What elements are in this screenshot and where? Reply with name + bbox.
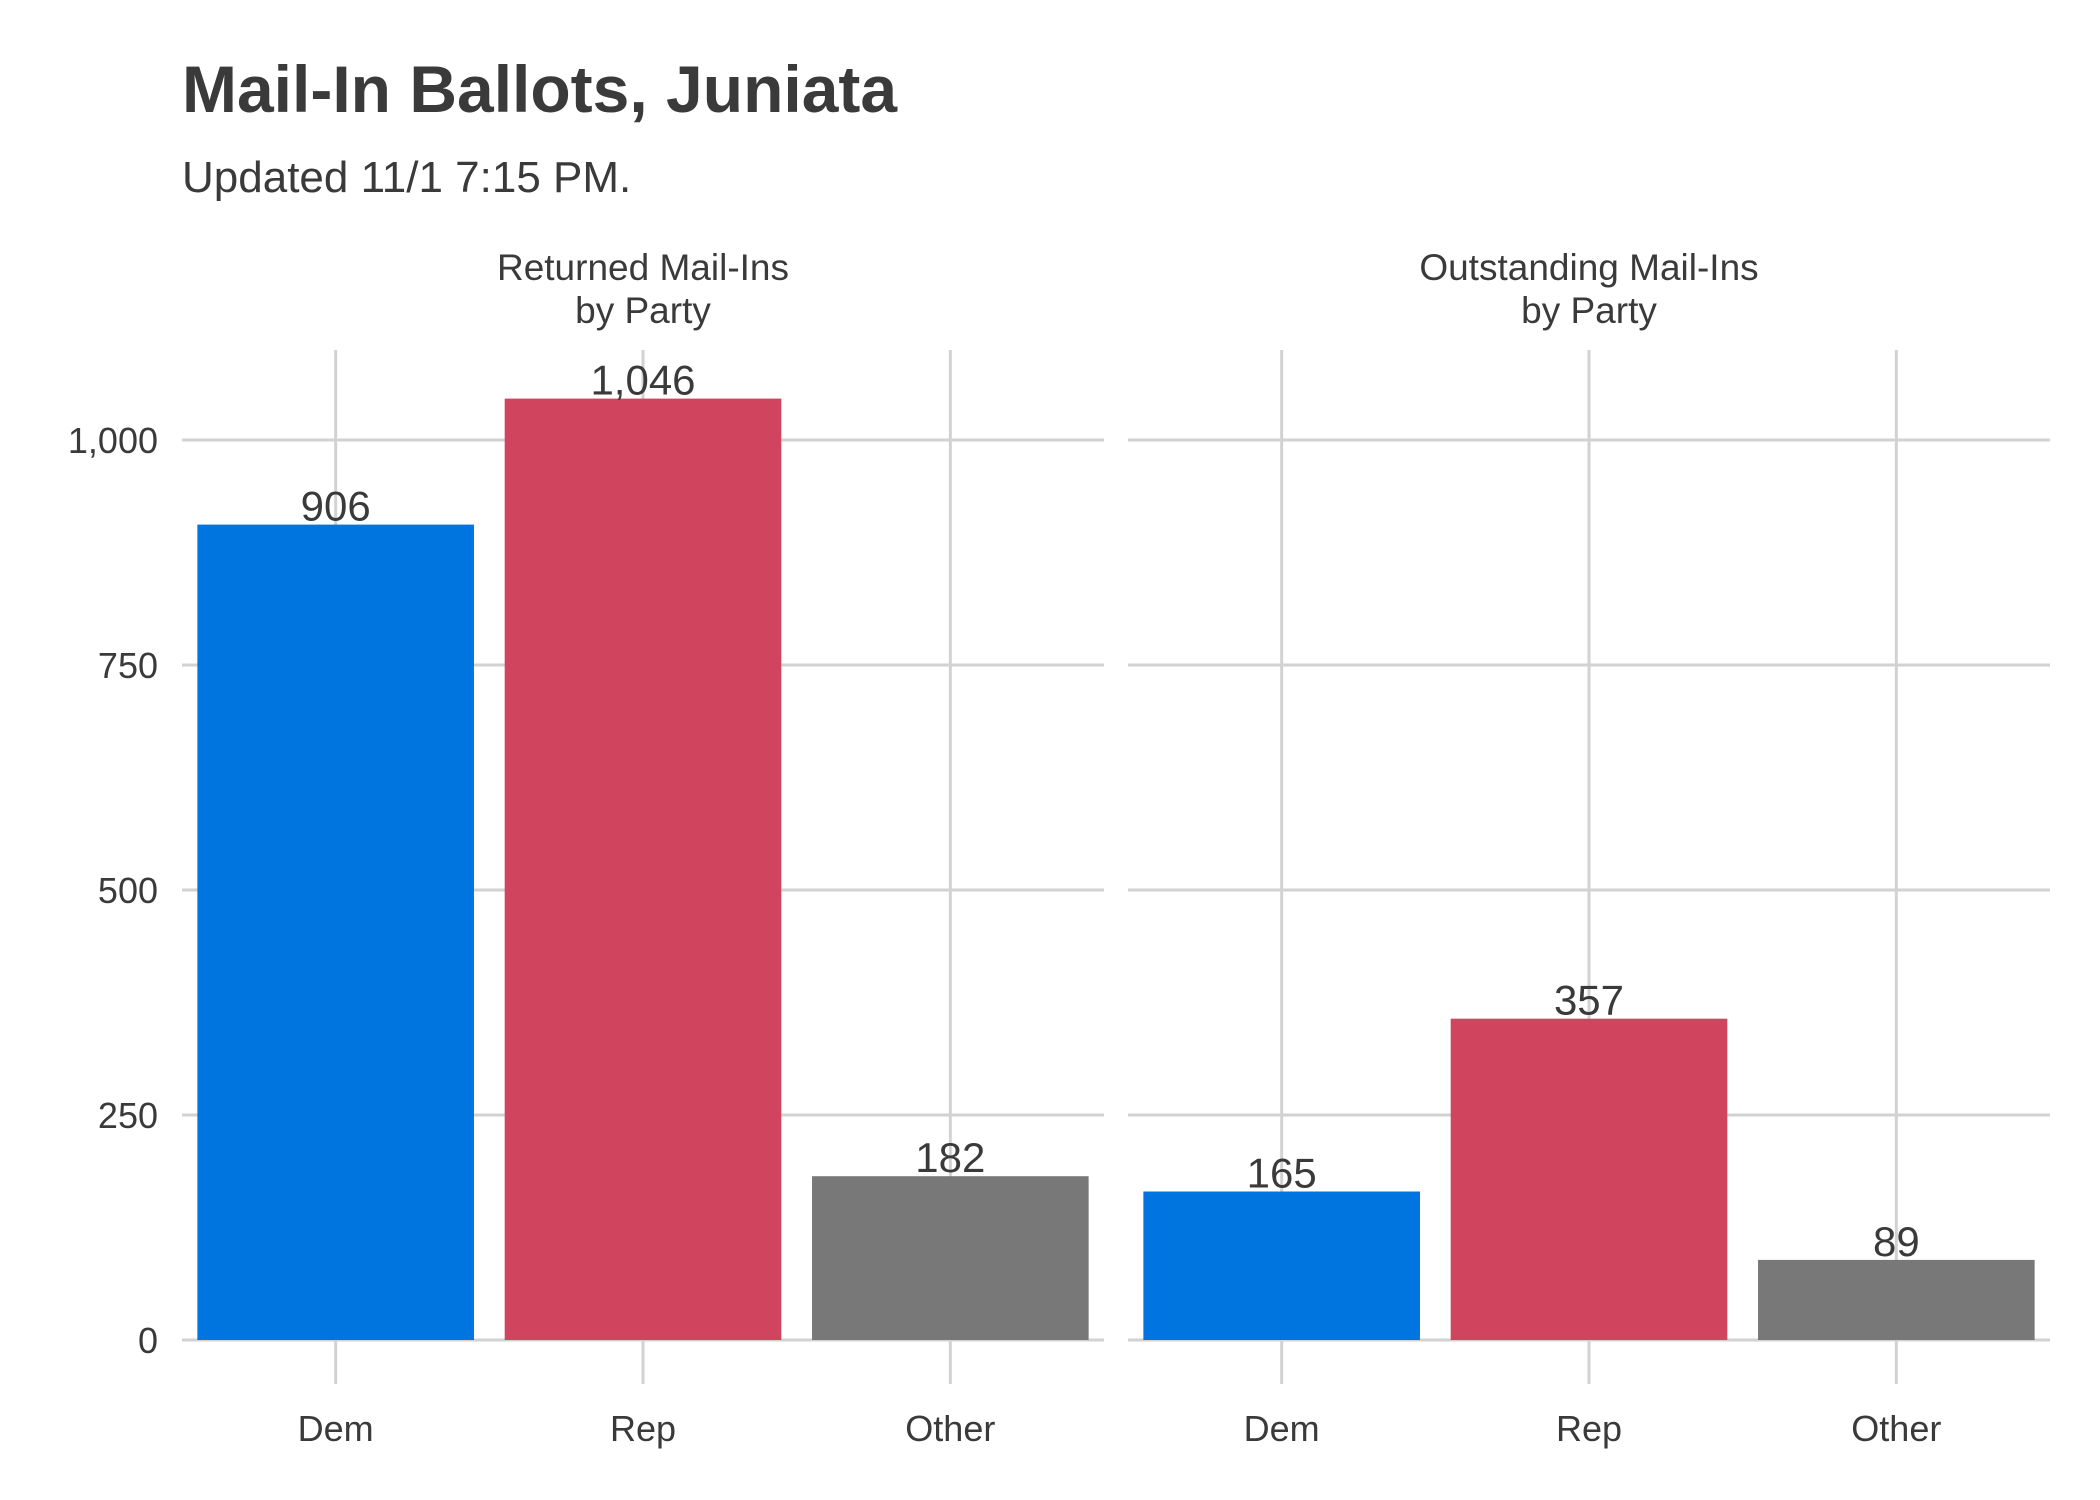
bar-value-label: 1,046	[590, 357, 695, 404]
bar-rep	[504, 398, 782, 1341]
bar-other	[1758, 1259, 2035, 1340]
bar-value-label: 89	[1873, 1218, 1920, 1265]
bar-rep	[1450, 1018, 1728, 1340]
panel-strip-label: Outstanding Mail-Ins	[1419, 247, 1758, 288]
y-tick-label: 750	[98, 645, 158, 686]
x-tick-label: Other	[905, 1408, 995, 1449]
chart-title: Mail-In Ballots, Juniata	[182, 52, 898, 126]
x-tick-label: Dem	[298, 1408, 374, 1449]
bar-other	[812, 1176, 1089, 1340]
bar-value-label: 165	[1247, 1150, 1317, 1197]
bar-dem	[197, 524, 474, 1340]
y-tick-label: 1,000	[68, 420, 158, 461]
panel-strip-label: by Party	[1521, 290, 1657, 331]
panel-strip-label: by Party	[575, 290, 711, 331]
bar-value-label: 357	[1554, 977, 1624, 1024]
x-tick-label: Rep	[1556, 1408, 1622, 1449]
y-tick-label: 0	[138, 1320, 158, 1361]
panel-strip-label: Returned Mail-Ins	[497, 247, 789, 288]
y-tick-label: 500	[98, 870, 158, 911]
x-tick-label: Rep	[610, 1408, 676, 1449]
y-tick-label: 250	[98, 1095, 158, 1136]
bar-dem	[1143, 1191, 1420, 1340]
bar-value-label: 182	[915, 1134, 985, 1181]
x-tick-label: Dem	[1244, 1408, 1320, 1449]
x-tick-label: Other	[1851, 1408, 1941, 1449]
bar-value-label: 906	[301, 483, 371, 530]
chart-subtitle: Updated 11/1 7:15 PM.	[182, 153, 631, 202]
